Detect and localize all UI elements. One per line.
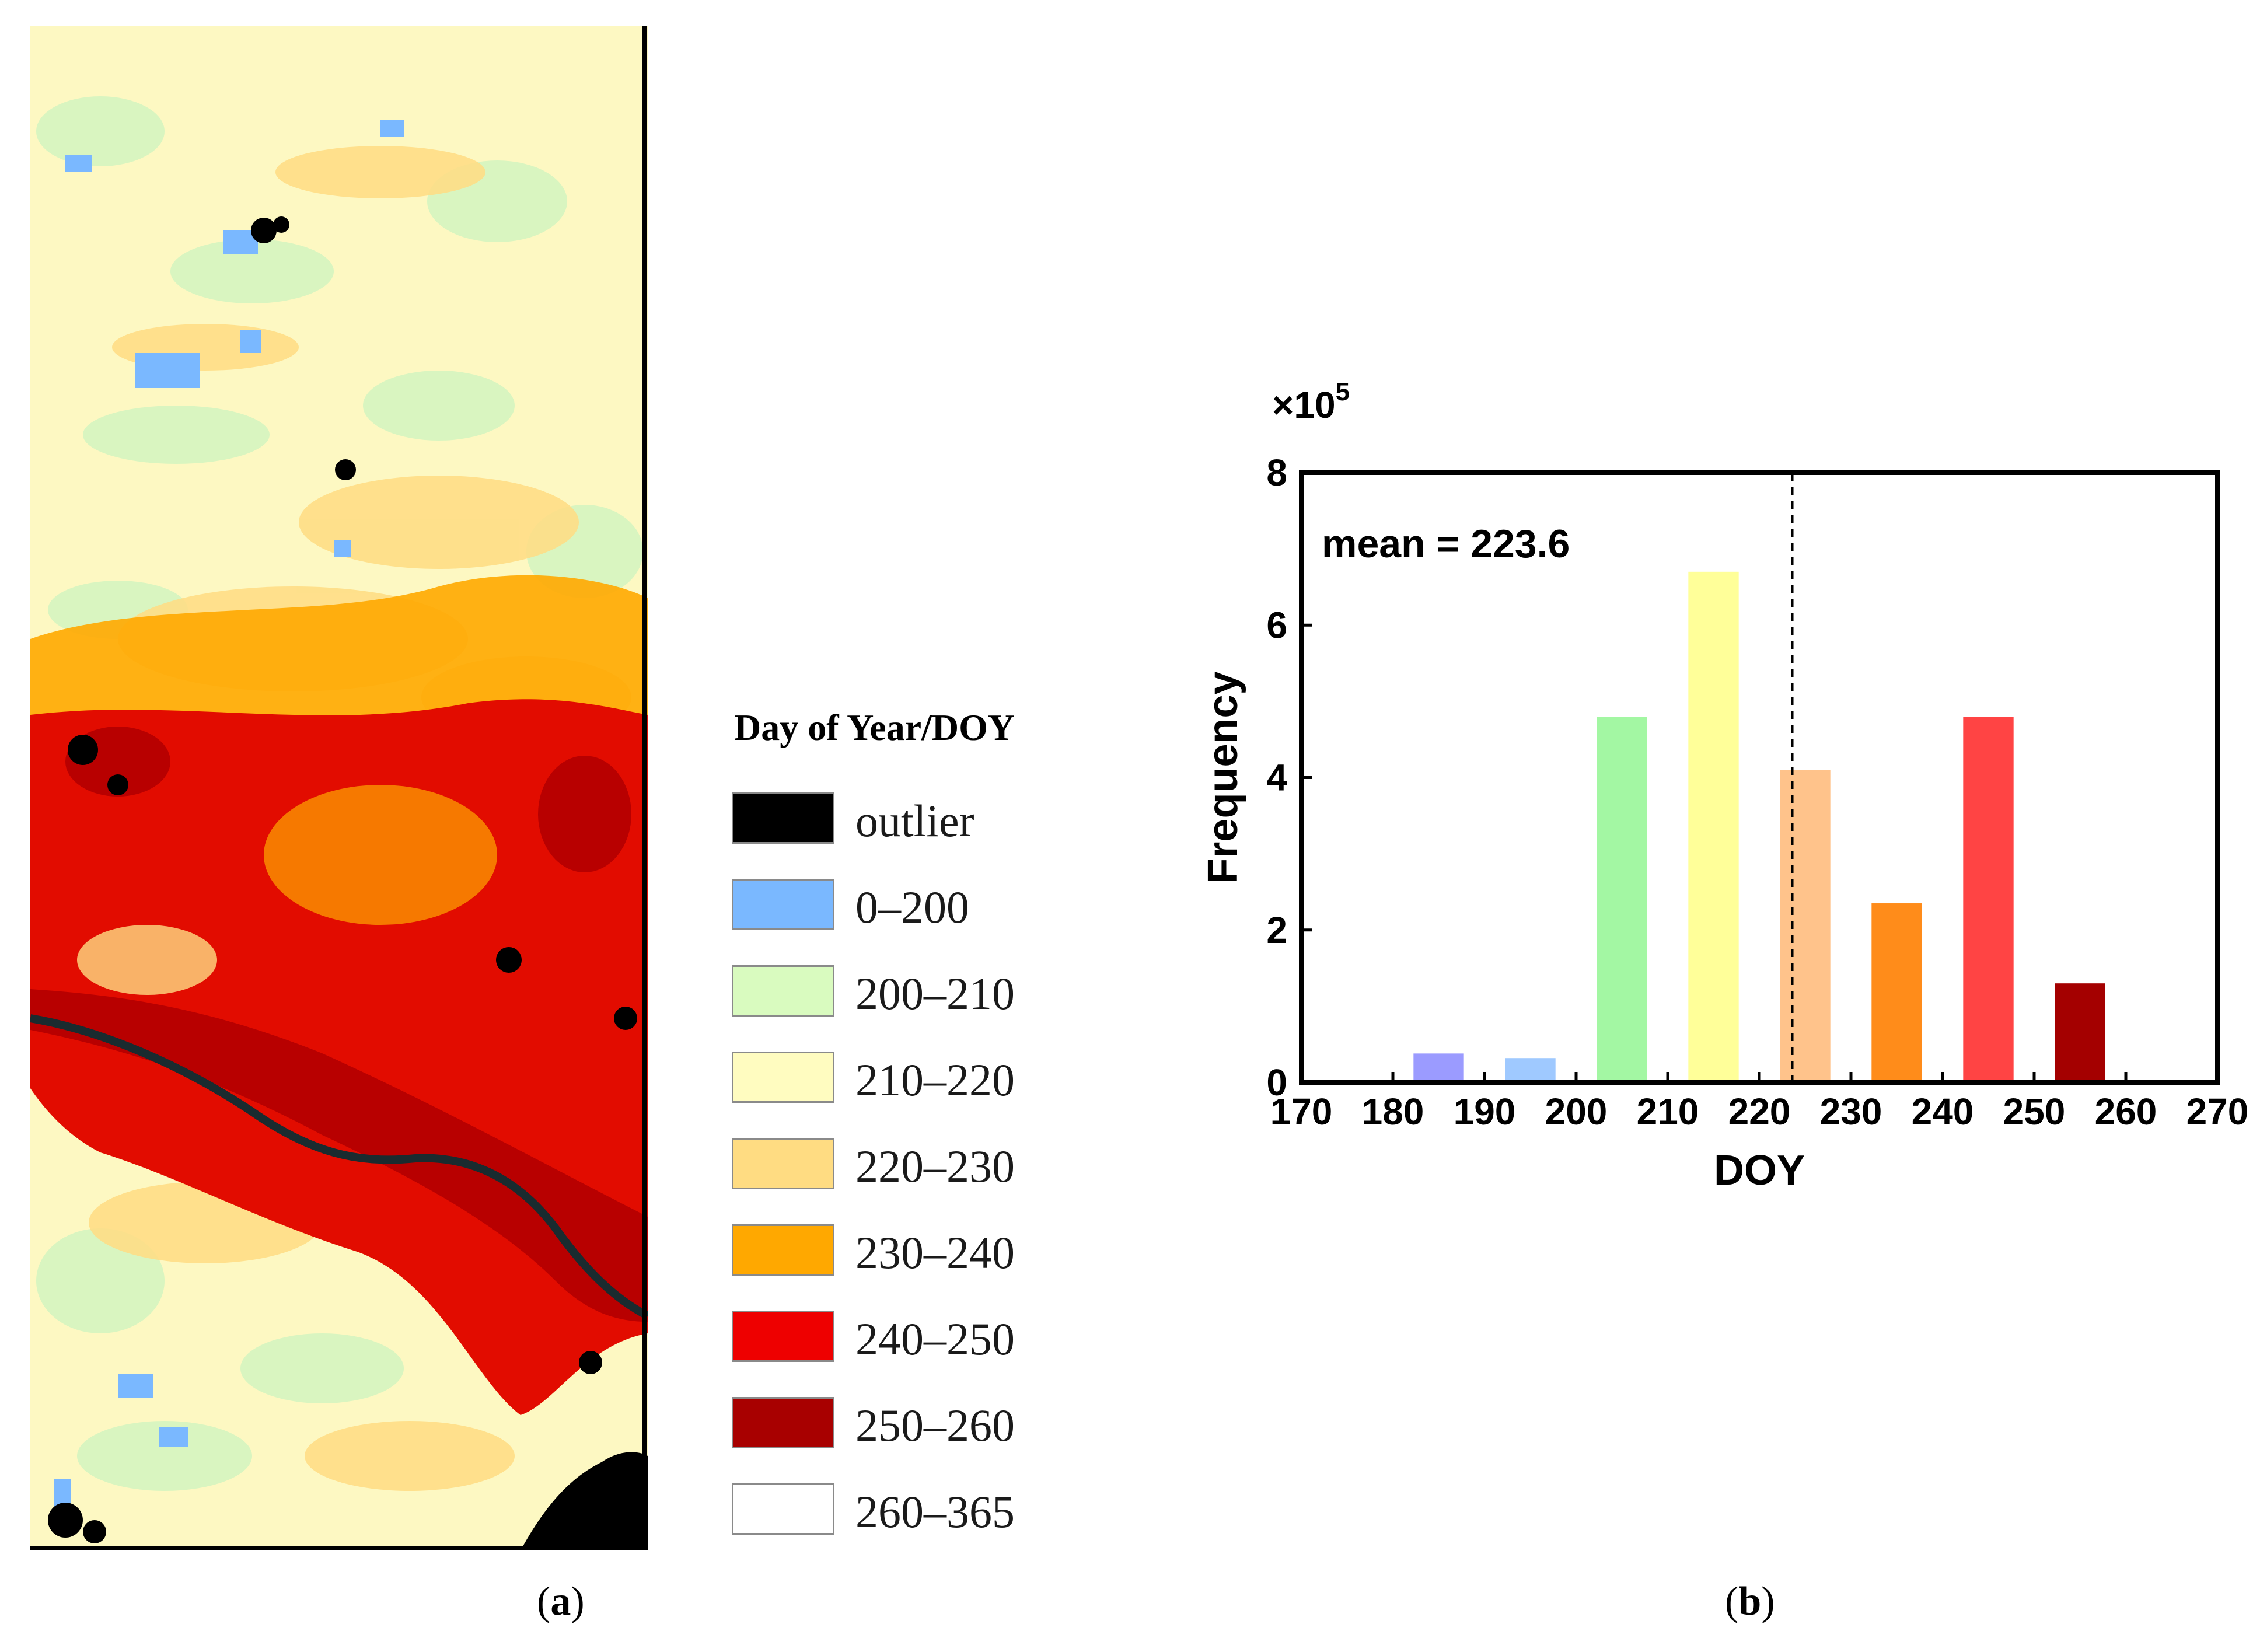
doy-histogram: ×105 170 180 190 200 210 220 230 240 250 260 270 0 2… — [1167, 362, 2267, 1237]
x-tick-label: 240 — [1912, 1091, 1974, 1133]
legend-item: 260–365 — [732, 1483, 1140, 1537]
legend-label: 210–220 — [855, 1054, 1015, 1105]
histogram-bar — [1780, 770, 1831, 1082]
legend-label: 260–365 — [855, 1486, 1015, 1537]
x-tick-label: 210 — [1637, 1091, 1699, 1133]
legend-swatch — [732, 965, 834, 1017]
x-tick-label: 220 — [1728, 1091, 1791, 1133]
histogram-bar — [1871, 903, 1922, 1082]
legend-swatch — [732, 1311, 834, 1362]
x-tick-label: 260 — [2095, 1091, 2157, 1133]
legend-label: 220–230 — [855, 1141, 1015, 1192]
legend-item: 220–230 — [732, 1138, 1140, 1192]
y-tick-label: 8 — [1266, 452, 1287, 494]
x-tick-label: 170 — [1270, 1091, 1333, 1133]
legend-item: 210–220 — [732, 1052, 1140, 1105]
legend-label: 250–260 — [855, 1400, 1015, 1451]
legend-label: 240–250 — [855, 1314, 1015, 1364]
histogram-bar — [1688, 571, 1739, 1082]
legend-swatch — [732, 792, 834, 844]
histogram-bar — [1413, 1053, 1464, 1082]
x-tick-label: 270 — [2186, 1091, 2249, 1133]
legend-item: 230–240 — [732, 1224, 1140, 1278]
x-axis-label: DOY — [1714, 1147, 1805, 1194]
x-tick-label: 180 — [1362, 1091, 1424, 1133]
legend-item: outlier — [732, 792, 1140, 846]
legend-item: 0–200 — [732, 879, 1140, 932]
mean-label: mean = 223.6 — [1322, 522, 1570, 566]
histogram-bar — [1963, 717, 2014, 1082]
plot-frame — [1299, 470, 2220, 1085]
panel-label-b: (b) — [1725, 1579, 1775, 1624]
histogram-svg: ×105 170 180 190 200 210 220 230 240 250 260 270 0 2… — [1200, 378, 2249, 1194]
legend-swatch — [732, 1052, 834, 1103]
doy-map — [30, 26, 648, 1550]
legend-swatch — [732, 1397, 834, 1448]
legend-swatch — [732, 879, 834, 930]
x-tick-label: 230 — [1820, 1091, 1882, 1133]
x-tick-label: 250 — [2003, 1091, 2066, 1133]
legend-swatch — [732, 1224, 834, 1276]
legend-swatch — [732, 1138, 834, 1189]
legend-item: 200–210 — [732, 965, 1140, 1019]
histogram-bar — [1597, 717, 1647, 1082]
y-axis-label: Frequency — [1200, 671, 1246, 883]
y-tick-label: 6 — [1266, 604, 1287, 646]
y-tick-label: 4 — [1266, 757, 1287, 799]
legend-item: 240–250 — [732, 1311, 1140, 1364]
x-tick-label: 190 — [1454, 1091, 1516, 1133]
doy-map-image — [30, 26, 648, 1550]
legend-swatch — [732, 1483, 834, 1535]
legend-item: 250–260 — [732, 1397, 1140, 1451]
legend-label: 0–200 — [855, 882, 969, 932]
y-multiplier-label: ×105 — [1272, 378, 1350, 426]
histogram-bar — [2055, 983, 2105, 1082]
panel-label-a: (a) — [537, 1579, 585, 1624]
legend-label: outlier — [855, 795, 974, 846]
legend-label: 200–210 — [855, 968, 1015, 1019]
histogram-bar — [1505, 1058, 1556, 1082]
legend-title: Day of Year/DOY — [734, 707, 1015, 748]
x-tick-label: 200 — [1545, 1091, 1608, 1133]
y-tick-label: 2 — [1266, 909, 1287, 951]
y-tick-label: 0 — [1266, 1061, 1287, 1103]
legend-label: 230–240 — [855, 1227, 1015, 1278]
